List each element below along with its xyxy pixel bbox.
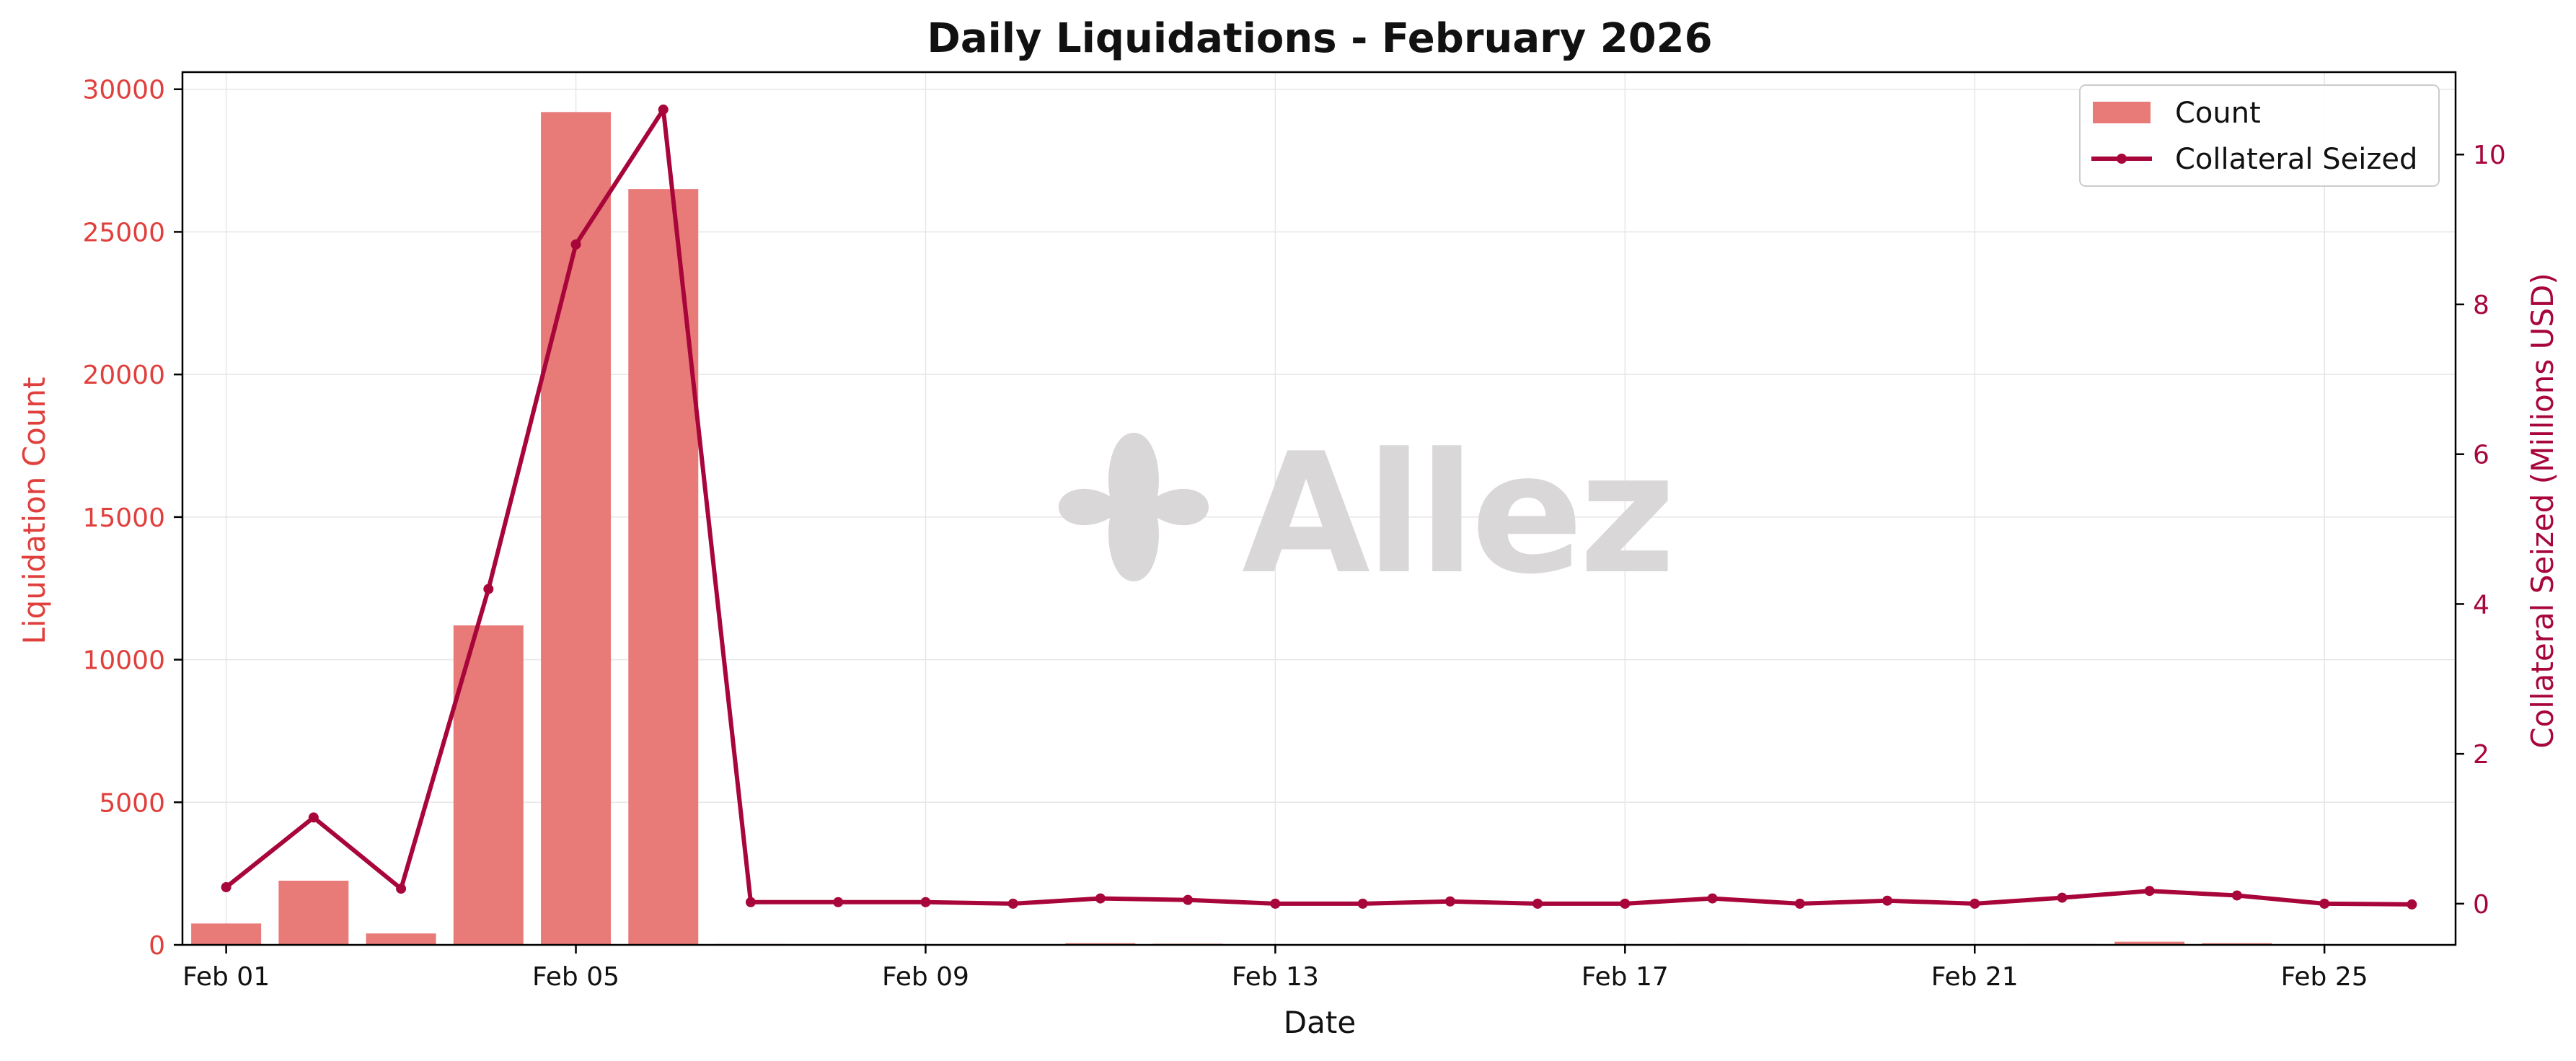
collateral-point-feb-05 [570, 239, 581, 250]
collateral-point-feb-12 [1183, 894, 1194, 905]
y2-tick-label: 8 [2473, 291, 2489, 320]
y2-tick-label: 0 [2473, 890, 2489, 920]
collateral-point-feb-01 [221, 882, 231, 893]
collateral-point-feb-02 [308, 812, 319, 823]
collateral-point-feb-10 [1007, 898, 1018, 909]
collateral-point-feb-19 [1794, 898, 1805, 909]
y2-tick-label: 10 [2473, 141, 2506, 170]
y-axis-left-title: Liquidation Count [17, 377, 52, 645]
collateral-line [221, 104, 2417, 910]
x-axis-title: Date [1284, 1005, 1356, 1040]
collateral-point-feb-23 [2144, 886, 2155, 897]
watermark: Allez [1059, 418, 1676, 611]
bar-feb-01 [191, 923, 262, 945]
collateral-point-feb-09 [920, 897, 931, 907]
collateral-point-feb-11 [1095, 893, 1106, 904]
collateral-point-feb-13 [1270, 898, 1281, 909]
legend: Count Collateral Seized [2079, 84, 2440, 187]
collateral-point-feb-15 [1444, 896, 1455, 907]
collateral-point-feb-24 [2231, 890, 2242, 901]
y2-tick-label: 4 [2473, 590, 2489, 620]
bar-feb-05 [541, 112, 612, 945]
collateral-point-feb-22 [2057, 892, 2068, 903]
legend-collateral-marker [2117, 154, 2127, 164]
bar-feb-06 [628, 189, 699, 946]
y2-tick-label: 2 [2473, 740, 2489, 770]
bar-feb-02 [278, 881, 349, 945]
watermark-text: Allez [1242, 418, 1672, 611]
collateral-seized-line [224, 107, 2412, 907]
collateral-point-feb-18 [1707, 893, 1718, 904]
collateral-point-feb-26 [2407, 899, 2417, 910]
y-axis-right-ticks: 0 2 4 6 8 10 [2456, 141, 2506, 920]
y-tick-label: 0 [149, 931, 165, 961]
legend-count-swatch [2093, 102, 2151, 123]
bar-feb-03 [366, 933, 436, 945]
y-axis-right-title: Collateral Seized (Millions USD) [2525, 273, 2560, 748]
chart-title: Daily Liquidations - February 2026 [927, 15, 1712, 62]
legend-collateral-label: Collateral Seized [2175, 143, 2417, 176]
x-axis-ticks: Feb 01 Feb 05 Feb 09 Feb 13 Feb 17 Feb 21 Feb … [182, 945, 2368, 992]
bar-feb-04 [453, 625, 524, 945]
collateral-point-feb-08 [833, 897, 844, 907]
legend-box [2079, 84, 2440, 187]
x-tick-label: Feb 21 [1931, 962, 2019, 992]
y-tick-label: 25000 [82, 218, 165, 247]
x-tick-label: Feb 09 [882, 962, 969, 992]
x-tick-label: Feb 13 [1232, 962, 1319, 992]
y-tick-label: 30000 [82, 76, 165, 105]
y-tick-label: 15000 [82, 503, 165, 533]
y-tick-label: 20000 [82, 361, 165, 390]
plot-frame [181, 71, 2457, 946]
collateral-point-feb-06 [658, 104, 669, 115]
collateral-point-feb-14 [1357, 898, 1368, 909]
y2-tick-label: 6 [2473, 441, 2489, 470]
y-tick-label: 5000 [99, 788, 165, 818]
y-axis-left-ticks: 0 5000 10000 15000 20000 25000 30000 [82, 76, 182, 961]
x-tick-label: Feb 25 [2281, 962, 2368, 992]
collateral-point-feb-17 [1620, 898, 1631, 909]
x-tick-label: Feb 17 [1582, 962, 1669, 992]
collateral-point-feb-07 [746, 897, 756, 907]
legend-count-label: Count [2175, 97, 2261, 130]
collateral-point-feb-21 [1970, 898, 1980, 909]
sparkle-logo-icon [1059, 433, 1209, 581]
x-tick-label: Feb 01 [182, 962, 270, 992]
collateral-point-feb-04 [483, 584, 494, 594]
y-tick-label: 10000 [82, 646, 165, 676]
bar-feb-23 [2114, 941, 2185, 945]
collateral-point-feb-20 [1882, 895, 1892, 906]
collateral-point-feb-03 [396, 884, 407, 894]
x-tick-label: Feb 05 [532, 962, 619, 992]
collateral-point-feb-16 [1532, 898, 1543, 909]
collateral-point-feb-25 [2319, 898, 2330, 909]
